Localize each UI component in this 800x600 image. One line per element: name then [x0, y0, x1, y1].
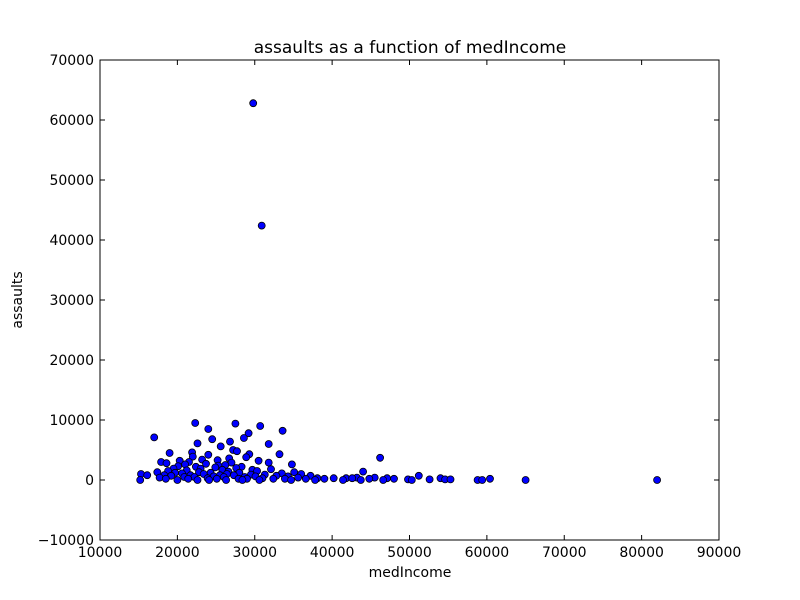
x-tick-label: 10000: [78, 545, 123, 561]
data-point: [414, 471, 423, 480]
data-point: [329, 474, 338, 483]
y-axis-label: assaults: [10, 271, 26, 328]
y-tick-label: −10000: [38, 533, 94, 549]
data-point: [301, 474, 310, 483]
data-point: [191, 419, 200, 427]
data-point: [478, 476, 487, 484]
data-point: [155, 473, 164, 482]
data-point: [211, 463, 220, 472]
data-point: [222, 476, 231, 484]
y-tick-label: 60000: [49, 113, 94, 129]
data-point: [264, 440, 273, 448]
data-point: [193, 476, 202, 484]
x-tick-label: 50000: [387, 545, 432, 561]
data-point: [255, 476, 264, 484]
data-point: [365, 474, 374, 483]
data-point: [244, 429, 253, 438]
data-point: [275, 450, 284, 459]
data-point: [339, 476, 347, 484]
data-point: [359, 467, 368, 476]
data-point: [320, 474, 329, 483]
x-tick-label: 70000: [542, 545, 587, 561]
data-point: [150, 433, 159, 442]
data-point: [204, 425, 213, 433]
data-point: [136, 476, 145, 484]
data-point: [226, 437, 234, 446]
y-axis-ticks: −10000 0 10000 20000 30000 40000 50000 60000 700…: [38, 53, 719, 549]
y-tick-label: 0: [85, 473, 94, 489]
chart-title: assaults as a function of medIncome: [254, 38, 566, 58]
data-point: [204, 450, 213, 459]
data-point: [202, 459, 210, 468]
data-point: [267, 465, 275, 474]
x-tick-label: 20000: [155, 545, 200, 561]
data-point: [287, 460, 296, 469]
data-point: [257, 221, 266, 230]
x-tick-label: 60000: [465, 545, 510, 561]
data-point: [521, 476, 530, 484]
data-point: [165, 449, 174, 457]
data-point: [348, 474, 357, 483]
x-tick-label: 30000: [232, 545, 277, 561]
data-point: [173, 476, 182, 484]
data-point: [238, 476, 247, 484]
y-tick-label: 70000: [49, 53, 94, 69]
y-tick-label: 30000: [49, 293, 94, 309]
data-point: [256, 422, 265, 430]
data-point: [376, 453, 385, 462]
data-point: [239, 434, 248, 442]
data-point: [446, 475, 455, 484]
data-point: [290, 468, 299, 477]
data-point: [233, 447, 241, 456]
x-axis-label: medIncome: [369, 565, 452, 581]
data-point: [287, 476, 296, 484]
x-axis-ticks: 10000 20000 30000 40000 50000 60000 70000 80000…: [78, 60, 742, 561]
data-point: [208, 435, 217, 444]
y-tick-label: 20000: [49, 353, 94, 369]
data-point: [264, 458, 273, 467]
y-tick-label: 40000: [49, 233, 94, 249]
data-point: [193, 439, 202, 448]
data-point: [278, 426, 287, 435]
x-tick-label: 90000: [697, 545, 742, 561]
data-point: [280, 474, 289, 483]
x-tick-label: 40000: [310, 545, 355, 561]
data-point: [425, 475, 434, 484]
data-point: [269, 474, 278, 483]
data-point: [249, 99, 258, 108]
data-point: [486, 474, 494, 483]
data-point: [390, 474, 398, 483]
data-point: [294, 473, 303, 482]
data-point: [231, 419, 240, 428]
data-points: [136, 99, 661, 484]
data-point: [143, 471, 152, 480]
y-tick-label: 50000: [49, 173, 94, 189]
data-point: [653, 476, 661, 484]
data-point: [162, 459, 171, 468]
data-point: [184, 474, 193, 483]
data-point: [356, 476, 365, 484]
data-point: [216, 442, 225, 451]
data-point: [407, 476, 416, 484]
data-point: [379, 476, 388, 484]
data-point: [212, 474, 221, 483]
data-point: [242, 453, 251, 462]
data-point: [205, 476, 214, 484]
y-tick-label: 10000: [49, 413, 94, 429]
data-point: [311, 476, 320, 484]
data-point: [254, 456, 263, 465]
x-tick-label: 80000: [619, 545, 664, 561]
data-point: [188, 452, 197, 461]
data-point: [161, 474, 170, 483]
